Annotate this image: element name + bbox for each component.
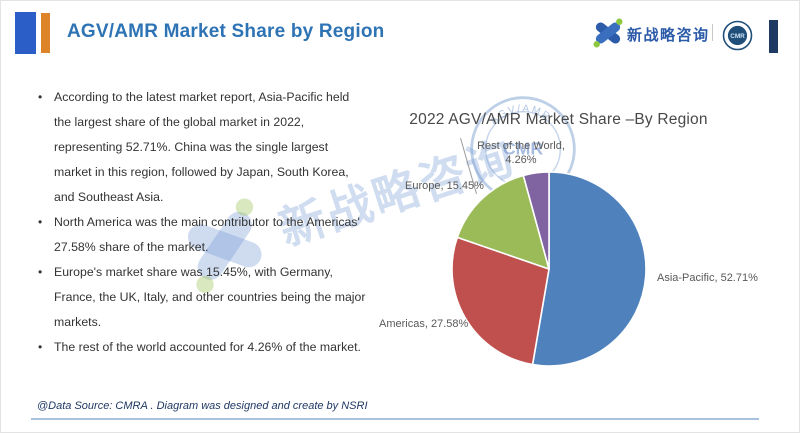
- bullet-item-americas: North America was the main contributor t…: [37, 210, 367, 260]
- footer-divider: [31, 418, 759, 420]
- badge-text: CMR: [730, 33, 745, 40]
- header-divider: [712, 24, 713, 41]
- header-accent-orange-bar: [41, 13, 50, 53]
- data-source-note: @Data Source: CMRA . Diagram was designe…: [37, 400, 368, 412]
- pie-slice-americas: [451, 236, 550, 366]
- pie-label-americas: Americas, 27.58%: [379, 318, 469, 330]
- pie-label-rest-of-world-line1: Rest of the World,: [477, 140, 565, 152]
- cmr-badge-icon: CMR: [722, 20, 753, 51]
- pie-label-asia-pacific: Asia-Pacific, 52.71%: [657, 272, 758, 284]
- header-accent-navy-bar: [769, 20, 778, 53]
- pie-label-rest-of-world: Rest of the World, 4.26%: [463, 139, 579, 167]
- bullet-item-europe: Europe's market share was 15.45%, with G…: [37, 260, 367, 335]
- pie-label-europe: Europe, 15.45%: [405, 180, 484, 192]
- pie-slice-europe: [456, 174, 550, 270]
- page-title: AGV/AMR Market Share by Region: [67, 21, 385, 42]
- chart-title: 2022 AGV/AMR Market Share –By Region: [409, 111, 708, 128]
- pie-label-rest-of-world-line2: 4.26%: [505, 154, 537, 166]
- bullet-item-asia-pacific: According to the latest market report, A…: [37, 85, 367, 210]
- pie-chart: [451, 171, 647, 367]
- brand-x-logo-icon: [593, 18, 623, 48]
- brand-name-text: 新战略咨询: [627, 27, 710, 44]
- bullet-list: According to the latest market report, A…: [37, 85, 367, 360]
- pie-slice-asia-pacific: [531, 171, 647, 367]
- bullet-item-rest-of-world: The rest of the world accounted for 4.26…: [37, 335, 367, 360]
- header-accent-blue-bar: [15, 12, 36, 54]
- pie-slice-rest-of-world: [522, 171, 550, 270]
